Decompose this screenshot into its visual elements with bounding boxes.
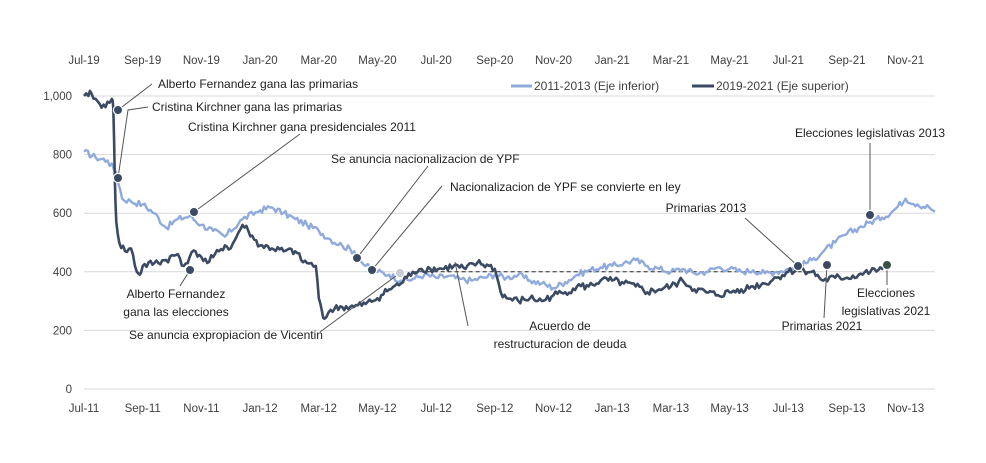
annotation-label-line: Elecciones <box>857 286 915 300</box>
bottom-x-tick-label: Nov-13 <box>887 403 924 415</box>
annotation-label-line: Cristina Kirchner gana presidenciales 20… <box>188 120 416 134</box>
event-marker-afgp <box>112 104 124 116</box>
top-x-tick-label: May-21 <box>710 55 748 67</box>
event-marker-prim2013 <box>792 260 804 272</box>
y-tick-label: 200 <box>53 325 72 337</box>
leader-afgp <box>117 83 153 111</box>
leader-ckpres <box>193 133 301 213</box>
top-x-tick-label: May-20 <box>358 55 396 67</box>
annotation-label-line: gana las elecciones <box>123 305 228 319</box>
bottom-x-tick-label: Jul-11 <box>69 403 99 415</box>
legend-label-2011-2013: 2011-2013 (Eje inferior) <box>534 79 659 93</box>
leader-ypfley <box>371 185 443 271</box>
y-tick-label: 800 <box>53 150 72 162</box>
event-marker-ckpres <box>188 206 200 218</box>
event-marker-ypfanuncio <box>351 252 363 264</box>
top-x-tick-label: Mar-21 <box>653 55 689 67</box>
annotation-label-prim2013: Primarias 2013 <box>666 201 747 215</box>
event-marker-ypfley <box>366 264 378 276</box>
event-marker-prim2021 <box>821 259 833 271</box>
series-line-2019-2021 <box>83 89 889 320</box>
leader-ypfanuncio <box>356 165 429 259</box>
leader-ckgp <box>117 106 149 179</box>
annotation-label-vicentin: Se anuncia expropiacion de Vicentin <box>129 328 323 342</box>
bottom-x-tick-label: Jan-13 <box>595 403 630 415</box>
annotation-label-line: Cristina Kirchner gana las primarias <box>152 100 342 114</box>
annotation-labels: Alberto Fernandez gana las primarias Cris… <box>123 77 945 351</box>
annotation-label-line: restructuracion de deuda <box>494 337 627 351</box>
annotation-label-line: Alberto Fernandez gana las primarias <box>158 77 358 91</box>
bottom-x-tick-label: Mar-13 <box>653 403 689 415</box>
legend-label-2019-2021: 2019-2021 (Eje superior) <box>716 79 849 93</box>
top-x-tick-label: Jul-19 <box>68 55 99 67</box>
annotation-label-line: Alberto Fernandez <box>127 287 226 301</box>
annotation-label-line: legislativas 2021 <box>842 304 931 318</box>
bottom-x-tick-label: Jan-12 <box>242 403 277 415</box>
axes: 0 200 400 600 800 1,000 Jul-19 Sep-19 Nov-19 Jan-… <box>43 55 924 415</box>
bottom-x-tick-label: Nov-11 <box>183 403 219 415</box>
top-x-tick-label: Jul-20 <box>420 55 451 67</box>
y-tick-label: 600 <box>53 208 72 220</box>
annotation-label-line: Primarias 2013 <box>666 201 747 215</box>
y-tick-label: 0 <box>66 384 72 396</box>
annotation-label-afelec: Alberto Fernandez gana las elecciones <box>123 287 228 319</box>
annotation-label-line: Nacionalizacion de YPF se convierte en l… <box>450 180 681 194</box>
top-x-tick-label: Mar-20 <box>301 55 337 67</box>
annotation-label-ckgp: Cristina Kirchner gana las primarias <box>152 100 342 114</box>
bottom-x-tick-label: Jul-13 <box>773 403 804 415</box>
series-line-2011-2013 <box>83 148 936 291</box>
annotation-label-ypfley: Nacionalizacion de YPF se convierte en l… <box>450 180 681 194</box>
event-marker-vicentin <box>394 267 406 279</box>
annotation-leaders <box>117 83 888 333</box>
event-marker-ckgp <box>112 172 124 184</box>
top-x-tick-label: Nov-20 <box>535 55 572 67</box>
annotation-label-line: Se anuncia nacionalizacion de YPF <box>331 152 520 166</box>
top-x-tick-label: Nov-19 <box>183 55 220 67</box>
y-tick-label: 1,000 <box>43 91 72 103</box>
annotation-label-line: Primarias 2021 <box>782 319 863 333</box>
top-x-tick-label: Jan-21 <box>595 55 630 67</box>
top-x-tick-label: Sep-20 <box>476 55 513 67</box>
gridlines <box>84 95 935 390</box>
bottom-x-tick-label: Sep-12 <box>476 403 513 415</box>
leader-vicentin <box>319 272 401 333</box>
y-tick-label: 400 <box>53 267 72 279</box>
annotation-label-prim2021: Primarias 2021 <box>782 319 863 333</box>
annotation-label-leg2021: Elecciones legislativas 2021 <box>842 286 931 318</box>
annotation-label-ypfanuncio: Se anuncia nacionalizacion de YPF <box>331 152 520 166</box>
bottom-x-tick-label: Nov-12 <box>535 403 572 415</box>
leader-deuda <box>454 261 469 327</box>
annotation-label-deuda: Acuerdo de restructuracion de deuda <box>494 319 627 351</box>
bottom-x-tick-label: Mar-12 <box>301 403 337 415</box>
annotation-markers <box>112 104 893 279</box>
annotation-label-line: Elecciones legislativas 2013 <box>795 126 945 140</box>
bottom-x-tick-label: Sep-11 <box>125 403 161 415</box>
legend: 2011-2013 (Eje inferior) 2019-2021 (Eje … <box>511 79 849 93</box>
top-x-tick-label: Nov-21 <box>887 55 924 67</box>
event-marker-leg2013 <box>864 209 876 221</box>
event-marker-leg2021 <box>881 259 893 271</box>
annotation-label-line: Se anuncia expropiacion de Vicentin <box>129 328 323 342</box>
top-x-tick-label: Jan-20 <box>242 55 277 67</box>
top-x-tick-label: Sep-21 <box>828 55 865 67</box>
annotation-label-leg2013: Elecciones legislativas 2013 <box>795 126 945 140</box>
bottom-x-tick-label: Jul-12 <box>420 403 451 415</box>
annotation-label-line: Acuerdo de <box>529 319 591 333</box>
bottom-x-tick-label: May-13 <box>710 403 748 415</box>
bottom-x-tick-label: May-12 <box>358 403 396 415</box>
bottom-x-tick-label: Sep-13 <box>828 403 865 415</box>
event-marker-afelec <box>184 264 196 276</box>
annotation-label-afgp: Alberto Fernandez gana las primarias <box>158 77 358 91</box>
top-x-tick-label: Jul-21 <box>773 55 804 67</box>
top-x-tick-label: Sep-19 <box>124 55 161 67</box>
leader-prim2021 <box>823 264 828 319</box>
annotation-label-ckpres: Cristina Kirchner gana presidenciales 20… <box>188 120 416 134</box>
leader-prim2013 <box>744 217 799 267</box>
